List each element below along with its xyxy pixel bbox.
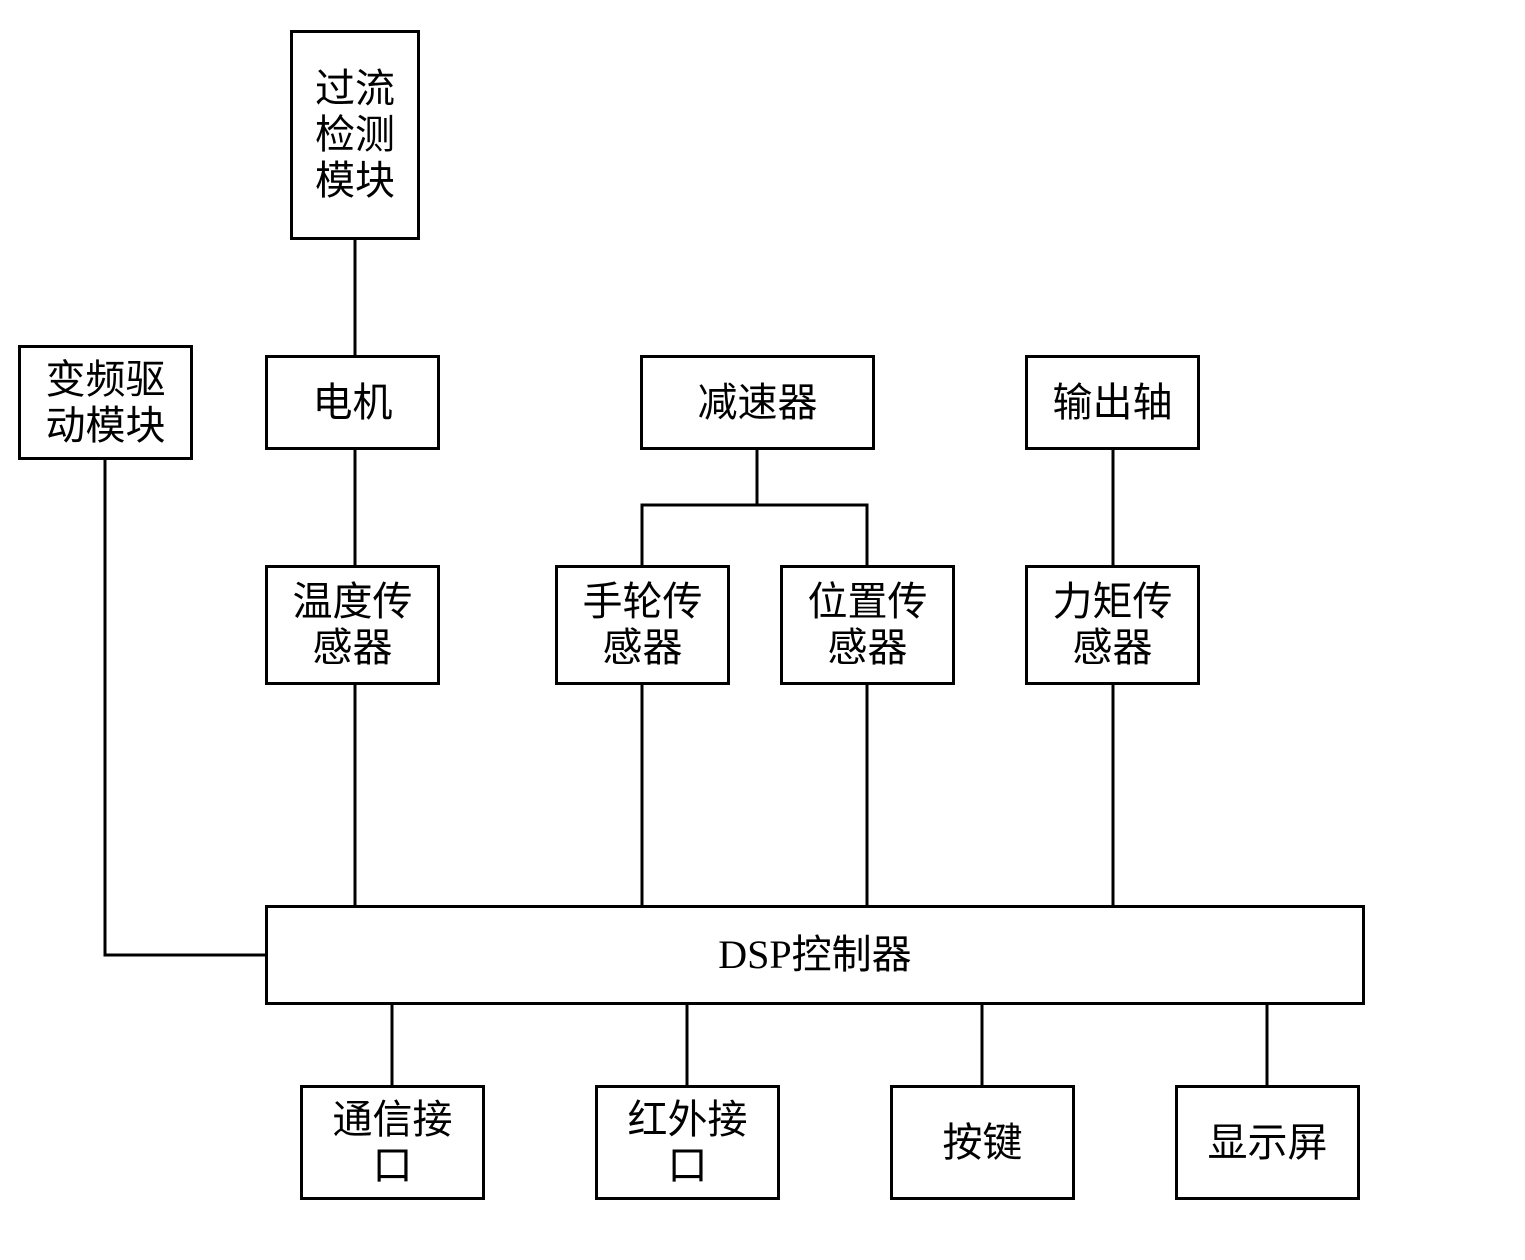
node-keys: 按键 <box>890 1085 1075 1200</box>
node-comm-interface: 通信接口 <box>300 1085 485 1200</box>
node-label: 红外接口 <box>628 1097 748 1189</box>
node-vfd-module: 变频驱动模块 <box>18 345 193 460</box>
edge <box>105 460 265 955</box>
edge <box>642 450 757 565</box>
node-position-sensor: 位置传感器 <box>780 565 955 685</box>
node-reducer: 减速器 <box>640 355 875 450</box>
node-label: 温度传感器 <box>293 579 413 671</box>
node-dsp-controller: DSP控制器 <box>265 905 1365 1005</box>
node-label: 显示屏 <box>1208 1120 1328 1166</box>
node-label: 电机 <box>313 380 393 426</box>
edge <box>757 450 867 565</box>
node-overcurrent-detection: 过流检测模块 <box>290 30 420 240</box>
node-label: 输出轴 <box>1053 380 1173 426</box>
node-handwheel-sensor: 手轮传感器 <box>555 565 730 685</box>
node-output-shaft: 输出轴 <box>1025 355 1200 450</box>
node-torque-sensor: 力矩传感器 <box>1025 565 1200 685</box>
edges-layer <box>0 0 1525 1260</box>
node-label: DSP控制器 <box>718 932 911 978</box>
node-label: 过流检测模块 <box>315 66 395 204</box>
node-ir-interface: 红外接口 <box>595 1085 780 1200</box>
node-label: 按键 <box>943 1120 1023 1166</box>
node-label: 通信接口 <box>333 1097 453 1189</box>
node-label: 减速器 <box>698 380 818 426</box>
node-label: 力矩传感器 <box>1053 579 1173 671</box>
node-label: 位置传感器 <box>808 579 928 671</box>
node-display: 显示屏 <box>1175 1085 1360 1200</box>
node-label: 变频驱动模块 <box>46 357 166 449</box>
node-motor: 电机 <box>265 355 440 450</box>
node-temp-sensor: 温度传感器 <box>265 565 440 685</box>
node-label: 手轮传感器 <box>583 579 703 671</box>
